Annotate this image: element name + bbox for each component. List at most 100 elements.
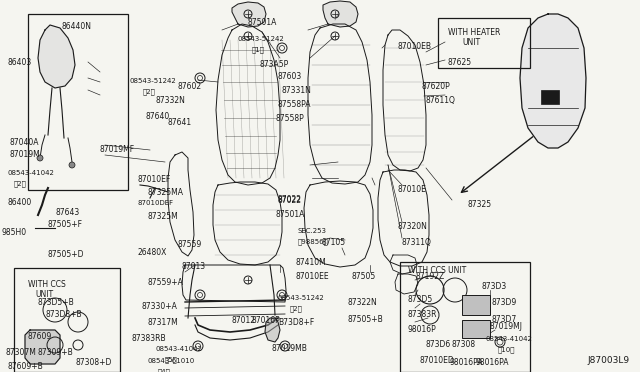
Text: 87609: 87609 (28, 332, 52, 341)
Text: 873D9: 873D9 (492, 298, 517, 307)
Text: 〨2〩: 〨2〩 (290, 305, 303, 312)
Text: 〨2〩: 〨2〩 (14, 180, 27, 187)
Text: 87040A: 87040A (10, 138, 40, 147)
Text: 87609+B: 87609+B (8, 362, 44, 371)
Text: 08543-41042: 08543-41042 (155, 346, 202, 352)
Text: 87505+F: 87505+F (48, 220, 83, 229)
Text: 08543-51242: 08543-51242 (278, 295, 324, 301)
Text: 873D5+B: 873D5+B (38, 298, 75, 307)
Text: 87010EB: 87010EB (398, 42, 432, 51)
Text: 87505+D: 87505+D (48, 250, 84, 259)
Text: 87019MF: 87019MF (100, 145, 135, 154)
Text: 87641: 87641 (168, 118, 192, 127)
Text: 〈10〉: 〈10〉 (498, 346, 515, 353)
Text: 87620P: 87620P (422, 82, 451, 91)
Polygon shape (232, 2, 266, 27)
Text: B73D8+F: B73D8+F (278, 318, 314, 327)
Text: 87505+B: 87505+B (348, 315, 384, 324)
Text: 87332N: 87332N (155, 96, 185, 105)
Text: 87505: 87505 (352, 272, 376, 281)
Text: 87010ED: 87010ED (420, 356, 455, 365)
Text: 87558PA: 87558PA (278, 100, 312, 109)
Text: 86400: 86400 (8, 198, 32, 207)
Text: 87308+D: 87308+D (75, 358, 111, 367)
Text: 26480X: 26480X (138, 248, 168, 257)
Text: 87022: 87022 (278, 195, 302, 204)
Bar (400, 262, 530, 372)
Text: 08543-51242: 08543-51242 (238, 36, 285, 42)
Text: 08543-41042: 08543-41042 (485, 336, 532, 342)
Text: 08543-61010: 08543-61010 (148, 358, 195, 364)
Text: WITH CCS: WITH CCS (28, 280, 66, 289)
Text: 87019MB: 87019MB (272, 344, 308, 353)
Text: 87016P: 87016P (252, 316, 281, 325)
Polygon shape (520, 14, 586, 148)
Text: 87330+A: 87330+A (142, 302, 178, 311)
Text: 87331N: 87331N (282, 86, 312, 95)
Text: 08543-41042: 08543-41042 (8, 170, 55, 176)
Bar (28, 14, 128, 190)
Text: 87559+A: 87559+A (148, 278, 184, 287)
Text: 87602: 87602 (178, 82, 202, 91)
Text: 87010E: 87010E (398, 185, 427, 194)
Text: 87309+B: 87309+B (38, 348, 74, 357)
Text: 〨5〩: 〨5〩 (165, 356, 178, 363)
Text: 87625: 87625 (448, 58, 472, 67)
Polygon shape (265, 318, 280, 342)
Text: 87019M: 87019M (10, 150, 41, 159)
Text: 985H0: 985H0 (2, 228, 27, 237)
Text: 87022: 87022 (278, 196, 302, 205)
Text: 87410M: 87410M (295, 258, 326, 267)
Text: 873D6: 873D6 (425, 340, 451, 349)
Text: 87643: 87643 (55, 208, 79, 217)
Text: 〈98856〉: 〈98856〉 (298, 238, 329, 245)
Text: 08543-51242: 08543-51242 (130, 78, 177, 84)
Text: 87013: 87013 (182, 262, 206, 271)
Bar (438, 18, 530, 68)
Text: 87012: 87012 (232, 316, 256, 325)
Text: 87307M: 87307M (5, 348, 36, 357)
Text: 873D7: 873D7 (492, 315, 517, 324)
Text: 87308: 87308 (452, 340, 476, 349)
Text: 98016P: 98016P (408, 325, 436, 334)
Bar (462, 320, 490, 338)
Text: 87383RB: 87383RB (132, 334, 166, 343)
Text: 87010EE: 87010EE (295, 272, 328, 281)
Text: 873D3: 873D3 (482, 282, 508, 291)
Circle shape (69, 162, 75, 168)
Text: 873D5: 873D5 (408, 295, 433, 304)
Text: 873D8+B: 873D8+B (45, 310, 82, 319)
Text: 87640: 87640 (145, 112, 169, 121)
Text: 87010DEF: 87010DEF (138, 200, 174, 206)
Text: 87322N: 87322N (348, 298, 378, 307)
Text: 873A5P: 873A5P (260, 60, 289, 69)
Text: 87383R: 87383R (408, 310, 438, 319)
Text: 87192Z: 87192Z (415, 272, 444, 281)
Text: SEC.253: SEC.253 (298, 228, 327, 234)
Text: 87325M: 87325M (148, 212, 179, 221)
Text: UNIT: UNIT (35, 290, 53, 299)
Text: 87320N: 87320N (398, 222, 428, 231)
Polygon shape (25, 330, 60, 364)
Text: 86440N: 86440N (62, 22, 92, 31)
Text: 87325: 87325 (468, 200, 492, 209)
Polygon shape (38, 25, 75, 88)
Text: 87603: 87603 (278, 72, 302, 81)
Text: WITH HEATER: WITH HEATER (448, 28, 500, 37)
Text: 87611Q: 87611Q (425, 96, 455, 105)
Text: 87010EF: 87010EF (138, 175, 172, 184)
Bar (541, 90, 559, 104)
Text: 87559: 87559 (178, 240, 202, 249)
Text: WITH CCS UNIT: WITH CCS UNIT (408, 266, 467, 275)
Text: 87325MA: 87325MA (148, 188, 184, 197)
Text: 〨2〩: 〨2〩 (143, 88, 156, 94)
Text: 87105: 87105 (322, 238, 346, 247)
Text: 〨1〩: 〨1〩 (252, 46, 265, 52)
Text: 98016PA: 98016PA (450, 358, 483, 367)
Text: 87317M: 87317M (148, 318, 179, 327)
Bar (462, 295, 490, 315)
Text: 〨4〩: 〨4〩 (158, 368, 171, 372)
Circle shape (37, 155, 43, 161)
Text: 86403: 86403 (8, 58, 32, 67)
Text: UNIT: UNIT (462, 38, 480, 47)
